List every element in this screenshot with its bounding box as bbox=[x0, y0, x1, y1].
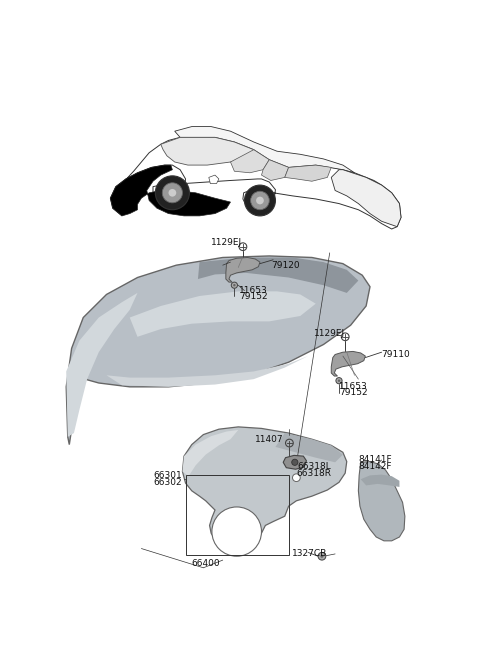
Polygon shape bbox=[285, 165, 331, 181]
Polygon shape bbox=[360, 474, 399, 487]
Circle shape bbox=[156, 176, 190, 210]
Polygon shape bbox=[226, 258, 260, 282]
Circle shape bbox=[338, 380, 340, 382]
Text: 11407: 11407 bbox=[255, 435, 284, 443]
Polygon shape bbox=[161, 137, 254, 165]
Circle shape bbox=[321, 555, 324, 558]
Text: 11653: 11653 bbox=[339, 382, 368, 390]
Polygon shape bbox=[331, 170, 401, 227]
Text: 66318R: 66318R bbox=[296, 468, 331, 478]
Polygon shape bbox=[110, 165, 230, 216]
Text: 79120: 79120 bbox=[271, 261, 300, 271]
Polygon shape bbox=[66, 293, 137, 437]
Polygon shape bbox=[209, 175, 219, 183]
Polygon shape bbox=[283, 455, 306, 469]
Circle shape bbox=[251, 191, 269, 210]
Circle shape bbox=[292, 459, 298, 465]
Circle shape bbox=[318, 553, 326, 560]
Polygon shape bbox=[359, 461, 405, 541]
Polygon shape bbox=[198, 258, 359, 293]
Polygon shape bbox=[175, 127, 355, 173]
Text: 11653: 11653 bbox=[239, 286, 268, 295]
Polygon shape bbox=[66, 256, 370, 445]
Polygon shape bbox=[230, 150, 269, 173]
Text: 84142F: 84142F bbox=[359, 462, 392, 470]
Circle shape bbox=[168, 189, 176, 196]
Text: 1129EJ: 1129EJ bbox=[314, 329, 345, 338]
Circle shape bbox=[256, 196, 264, 204]
Circle shape bbox=[162, 183, 182, 203]
Text: 79110: 79110 bbox=[382, 350, 410, 359]
Text: 66318L: 66318L bbox=[298, 462, 331, 470]
Polygon shape bbox=[262, 160, 288, 181]
Text: 79152: 79152 bbox=[339, 388, 368, 397]
Text: 66301: 66301 bbox=[154, 471, 182, 480]
Text: 1327CB: 1327CB bbox=[292, 549, 327, 558]
Text: 1129EJ: 1129EJ bbox=[211, 238, 242, 247]
Text: 79152: 79152 bbox=[239, 292, 268, 302]
Circle shape bbox=[212, 507, 262, 556]
Text: 66302: 66302 bbox=[154, 478, 182, 487]
Text: 66400: 66400 bbox=[192, 560, 220, 568]
Circle shape bbox=[231, 282, 238, 288]
Polygon shape bbox=[276, 433, 343, 463]
Circle shape bbox=[244, 185, 276, 216]
Text: 84141F: 84141F bbox=[359, 455, 392, 464]
Circle shape bbox=[292, 474, 300, 482]
Circle shape bbox=[233, 284, 236, 286]
Polygon shape bbox=[110, 136, 401, 229]
Polygon shape bbox=[182, 427, 347, 547]
Polygon shape bbox=[107, 356, 308, 387]
Polygon shape bbox=[182, 430, 238, 476]
Polygon shape bbox=[130, 291, 316, 337]
Circle shape bbox=[336, 378, 342, 384]
Polygon shape bbox=[331, 351, 365, 376]
